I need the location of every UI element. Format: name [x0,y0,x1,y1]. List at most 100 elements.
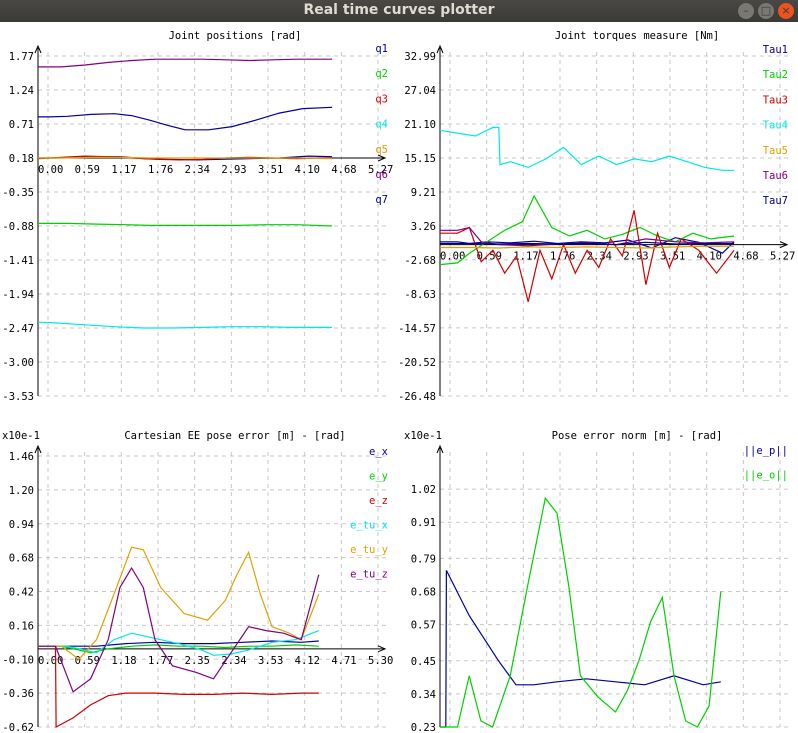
x-tick-label: 2.34 [185,164,210,176]
legend-item-Tau2: Tau2 [763,69,788,81]
series-line-Tau3 [440,210,735,302]
window-titlebar[interactable]: Real time curves plotter – □ × [0,0,798,22]
x-tick-label: 2.93 [623,251,648,263]
legend-item-||e_o||: ||e_o|| [744,470,788,482]
x-tick-label: 4.10 [295,164,320,176]
x-tick-label: 4.68 [331,164,356,176]
y-axis-arrow [34,44,42,54]
plot-title: Joint positions [rad] [169,30,302,42]
y-tick-label: -20.52 [398,357,436,369]
x-tick-label: 3.53 [258,655,283,667]
x-tick-label: 2.34 [587,251,612,263]
y-tick-label: 0.79 [411,553,436,565]
scale-label: x10e-1 [404,430,442,442]
y-tick-label: -0.62 [2,722,34,733]
x-tick-label: 0.00 [440,251,465,263]
plot-title: Pose error norm [m] - [rad] [552,430,723,442]
y-tick-label: 32.99 [404,51,436,63]
x-tick-label: 1.76 [550,251,575,263]
legend-item-Tau4: Tau4 [763,120,788,132]
series-line-e_z [38,645,319,728]
y-tick-label: -3.53 [2,391,34,403]
x-tick-label: 4.68 [733,251,758,263]
plot-title: Joint torques measure [Nm] [555,30,719,42]
y-tick-label: -14.57 [398,323,436,335]
series-line-||e_o|| [440,496,722,728]
y-tick-label: 1.20 [9,485,34,497]
x-tick-label: 0.00 [38,655,63,667]
x-axis-arrow [779,241,789,249]
y-tick-label: -2.47 [2,323,34,335]
legend-item-q2: q2 [375,68,388,80]
legend-item-e_tu_z: e_tu_z [350,569,388,581]
minimize-button[interactable]: – [738,3,754,19]
close-button[interactable]: × [778,3,794,19]
x-tick-label: 4.12 [295,655,320,667]
series-line-Tau5 [440,245,735,249]
y-tick-label: 9.21 [411,187,436,199]
legend-item-q7: q7 [375,194,388,206]
legend-item-e_tu_x: e_tu_x [350,520,388,532]
y-axis-arrow [34,444,42,454]
x-tick-label: 2.93 [221,164,246,176]
y-axis-arrow [436,444,444,454]
x-tick-label: 5.30 [368,655,393,667]
legend-item-q3: q3 [375,93,388,105]
x-tick-label: 1.76 [148,164,173,176]
y-tick-label: 0.42 [9,587,34,599]
series-line-q2 [38,222,333,227]
x-tick-label: 1.18 [111,655,136,667]
y-tick-label: 1.24 [9,85,34,97]
legend-item-q4: q4 [375,119,388,131]
y-tick-label: 0.94 [9,519,34,531]
y-tick-label: 27.04 [404,85,436,97]
y-tick-label: -0.35 [2,187,34,199]
legend-item-q5: q5 [375,144,388,156]
x-tick-label: 4.71 [331,655,356,667]
y-tick-label: 21.10 [404,119,436,131]
legend-item-q1: q1 [375,43,388,55]
y-tick-label: 0.57 [411,620,436,632]
y-tick-label: -2.68 [404,255,436,267]
y-tick-label: 1.77 [9,51,34,63]
x-tick-label: 1.17 [111,164,136,176]
series-line-||e_p|| [440,570,721,728]
y-tick-label: 0.71 [9,119,34,131]
legend-item-Tau1: Tau1 [763,44,788,56]
x-tick-label: 0.59 [75,164,100,176]
series-line-Tau7 [440,241,735,246]
x-tick-label: 0.00 [38,164,63,176]
x-tick-label: 1.17 [513,251,538,263]
legend-item-e_y: e_y [369,471,388,483]
y-tick-label: -1.94 [2,289,34,301]
x-tick-label: 2.35 [185,655,210,667]
y-tick-label: 1.46 [9,451,34,463]
legend-item-e_tu_y: e_tu_y [350,544,388,556]
window-title: Real time curves plotter [303,2,495,18]
legend-item-Tau7: Tau7 [763,195,788,207]
y-tick-label: -0.88 [2,221,34,233]
y-tick-label: 0.18 [9,153,34,165]
scale-label: x10e-1 [2,430,40,442]
y-tick-label: 0.68 [411,587,436,599]
legend-item-||e_p||: ||e_p|| [744,445,788,457]
y-tick-label: -0.10 [2,654,34,666]
legend-item-Tau6: Tau6 [763,170,788,182]
x-tick-label: 3.51 [660,251,685,263]
y-tick-label: -0.36 [2,688,34,700]
y-tick-label: 1.02 [411,484,436,496]
legend-item-e_x: e_x [369,446,388,458]
y-tick-label: -1.41 [2,255,34,267]
series-line-q7 [38,106,333,131]
y-tick-label: 15.15 [404,153,436,165]
y-tick-label: 0.68 [9,553,34,565]
series-line-e_y [38,644,319,654]
y-tick-label: 3.26 [411,221,436,233]
x-tick-label: 5.27 [368,164,393,176]
legend-item-Tau3: Tau3 [763,94,788,106]
series-line-e_tu_z [38,566,320,693]
maximize-button[interactable]: □ [758,3,774,19]
y-tick-label: -3.00 [2,357,34,369]
legend-item-Tau5: Tau5 [763,145,788,157]
y-tick-label: 0.23 [411,722,436,733]
